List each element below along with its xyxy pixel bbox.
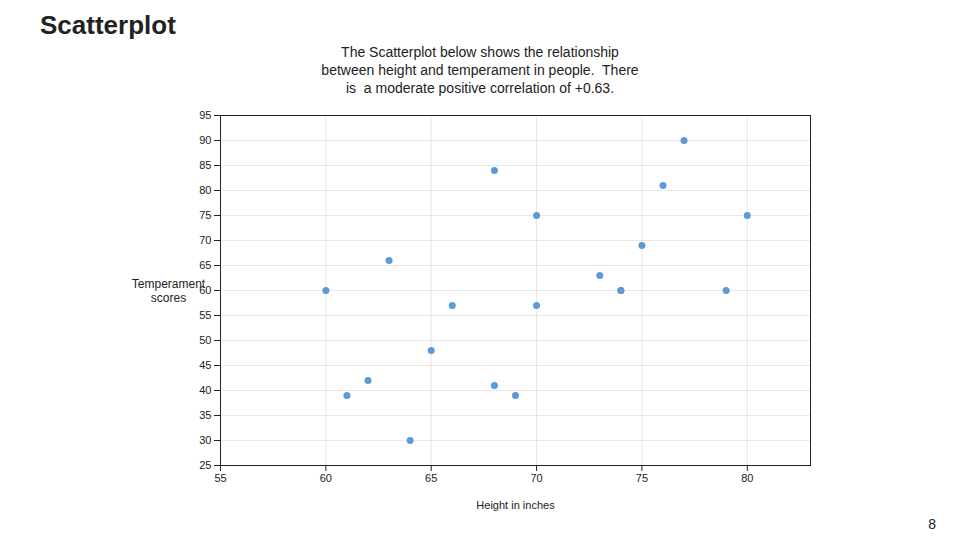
svg-text:60: 60 [199,284,212,296]
svg-text:70: 70 [530,472,542,484]
svg-text:50: 50 [199,334,211,346]
html-text:8: 8 [928,516,936,532]
svg-text:40: 40 [199,384,211,396]
html-text:Scatterplot: Scatterplot [40,10,176,40]
svg-text:65: 65 [425,472,437,484]
svg-text:75: 75 [636,472,648,484]
svg-text:75: 75 [199,209,211,221]
svg-text:55: 55 [214,472,226,484]
svg-text:95: 95 [199,109,211,121]
svg-text:45: 45 [199,359,211,371]
svg-text:25: 25 [199,459,211,471]
html-text:The Scatterplot below shows th: The Scatterplot below shows the relation… [321,44,639,96]
svg-text:70: 70 [199,234,211,246]
svg-text:35: 35 [199,409,211,421]
svg-text:30: 30 [199,434,211,446]
svg-text:80: 80 [741,472,753,484]
svg-text:80: 80 [199,184,211,196]
svg-text:Temperamentscores: Temperamentscores [132,277,206,305]
svg-text:65: 65 [199,259,211,271]
svg-text:90: 90 [199,134,211,146]
svg-text:85: 85 [199,159,211,171]
svg-text:55: 55 [199,309,211,321]
svg-text:Height in inches: Height in inches [476,499,555,511]
svg-text:60: 60 [320,472,332,484]
